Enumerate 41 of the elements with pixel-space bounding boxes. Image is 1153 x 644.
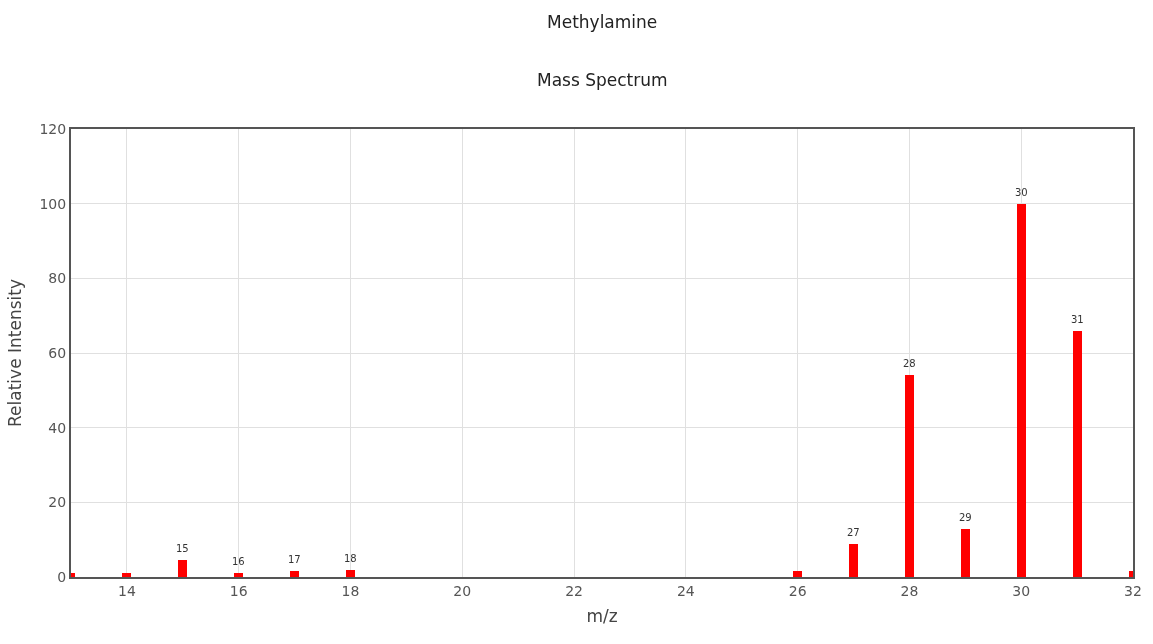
annotation: 16: [232, 556, 245, 567]
annotation: 31: [1071, 314, 1084, 325]
x-tick-label: 30: [1012, 582, 1031, 599]
annotation: 28: [903, 358, 916, 369]
x-tick-label: 26: [788, 582, 807, 599]
x-tick-label: 32: [1124, 582, 1142, 599]
x-tick-label: 20: [453, 582, 472, 599]
chart-subtitle: Mass Spectrum: [537, 70, 668, 90]
x-tick-label: 24: [676, 582, 695, 599]
bar: [178, 560, 187, 577]
y-tick-label: 40: [48, 419, 67, 436]
chart-title: Methylamine: [547, 12, 658, 32]
annotation: 29: [959, 512, 972, 523]
y-tick-label: 120: [39, 120, 67, 137]
y-tick-label: 0: [57, 568, 67, 585]
x-axis-title: m/z: [586, 605, 618, 626]
x-tick-label: 18: [341, 582, 360, 599]
bar: [849, 544, 858, 577]
bar: [234, 573, 243, 577]
bar: [1017, 204, 1026, 577]
y-tick-label: 80: [48, 270, 67, 287]
bar: [122, 573, 131, 577]
annotation: 18: [344, 553, 357, 564]
annotation: 17: [288, 554, 301, 565]
x-tick-label: 14: [117, 582, 136, 599]
y-axis-title: Relative Intensity: [4, 279, 25, 427]
bar: [961, 529, 970, 577]
x-tick-label: 22: [565, 582, 583, 599]
bar: [1073, 331, 1082, 577]
annotation: 15: [176, 543, 189, 554]
bar: [905, 375, 914, 577]
bar: [346, 570, 355, 577]
annotation: 27: [847, 527, 860, 538]
y-tick-label: 100: [39, 195, 67, 212]
x-tick-label: 28: [900, 582, 919, 599]
y-tick-label: 20: [48, 494, 67, 511]
x-tick-label: 16: [229, 582, 248, 599]
y-tick-label: 60: [48, 344, 67, 361]
annotation: 30: [1015, 187, 1028, 198]
bar: [793, 571, 802, 577]
bar: [290, 571, 299, 577]
